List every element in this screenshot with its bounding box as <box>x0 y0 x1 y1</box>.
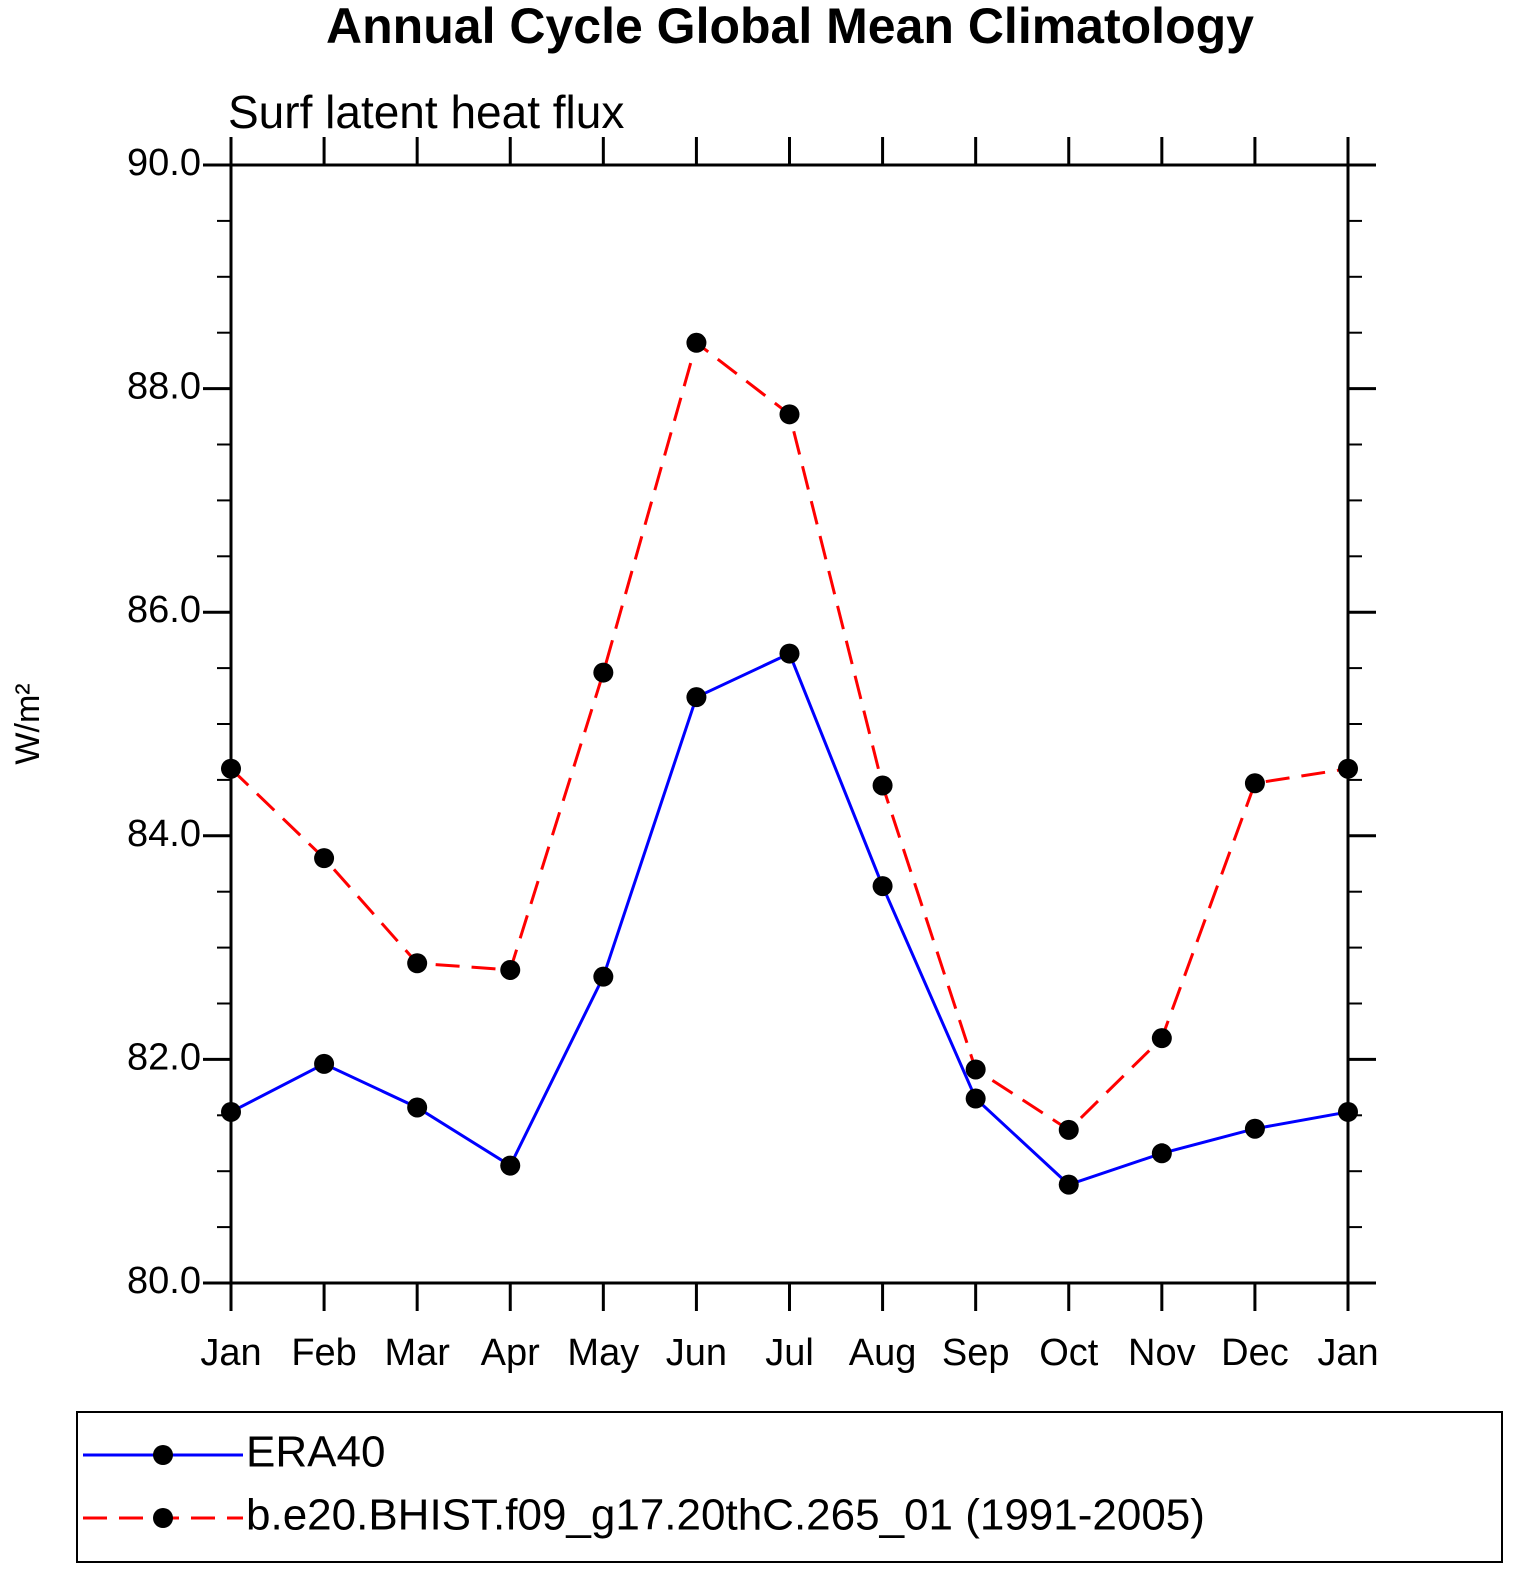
marker <box>1151 1028 1172 1049</box>
y-tick-label: 86.0 <box>127 589 201 631</box>
y-tick-label: 88.0 <box>127 366 201 408</box>
y-tick-label: 82.0 <box>127 1036 201 1078</box>
marker <box>1058 1119 1079 1140</box>
y-tick-label: 80.0 <box>127 1260 201 1302</box>
marker <box>593 966 614 987</box>
marker <box>686 687 707 708</box>
marker <box>314 848 335 869</box>
plot-frame <box>229 163 1350 1285</box>
x-tick-label: Dec <box>1221 1332 1289 1374</box>
marker <box>1058 1174 1079 1195</box>
marker <box>221 758 241 779</box>
marker <box>314 1053 335 1074</box>
marker <box>1244 773 1265 794</box>
x-tick-label: Jul <box>765 1332 814 1374</box>
x-tick-label: Jan <box>1317 1332 1378 1374</box>
marker <box>1244 1118 1265 1139</box>
series-line <box>229 340 1349 1132</box>
marker <box>1338 758 1358 779</box>
x-tick-label: May <box>567 1332 639 1374</box>
chart-subtitle: Surf latent heat flux <box>228 86 624 138</box>
legend-marker <box>153 1508 173 1528</box>
marker <box>1338 1101 1358 1122</box>
marker <box>500 959 521 980</box>
marker <box>221 1101 241 1122</box>
marker <box>407 953 428 974</box>
marker <box>965 1059 986 1080</box>
series-line <box>230 651 1349 1187</box>
x-tick-label: Jan <box>200 1332 261 1374</box>
x-tick-label: Mar <box>384 1332 450 1374</box>
x-tick-label: Feb <box>291 1332 356 1374</box>
x-tick-label: Jun <box>666 1332 727 1374</box>
legend-label: ERA40 <box>246 1428 385 1477</box>
chart-title: Annual Cycle Global Mean Climatology <box>326 0 1254 54</box>
x-tick-label: Nov <box>1128 1332 1196 1374</box>
x-tick-label: Apr <box>481 1332 540 1374</box>
marker <box>1151 1143 1172 1164</box>
legend-marker <box>153 1445 173 1465</box>
marker <box>872 775 893 796</box>
marker <box>686 332 707 353</box>
y-tick-label: 90.0 <box>127 142 201 184</box>
x-tick-label: Oct <box>1039 1332 1099 1374</box>
marker <box>779 643 800 664</box>
legend-box <box>76 1411 1503 1563</box>
marker <box>779 404 800 425</box>
marker <box>593 662 614 683</box>
marker <box>872 876 893 897</box>
marker <box>500 1155 521 1176</box>
x-tick-label: Aug <box>849 1332 917 1374</box>
marker <box>965 1088 986 1109</box>
y-tick-label: 84.0 <box>127 813 201 855</box>
x-tick-label: Sep <box>942 1332 1010 1374</box>
legend-label: b.e20.BHIST.f09_g17.20thC.265_01 (1991-2… <box>246 1491 1205 1540</box>
y-axis-label: W/m² <box>9 683 47 764</box>
marker <box>407 1097 428 1118</box>
